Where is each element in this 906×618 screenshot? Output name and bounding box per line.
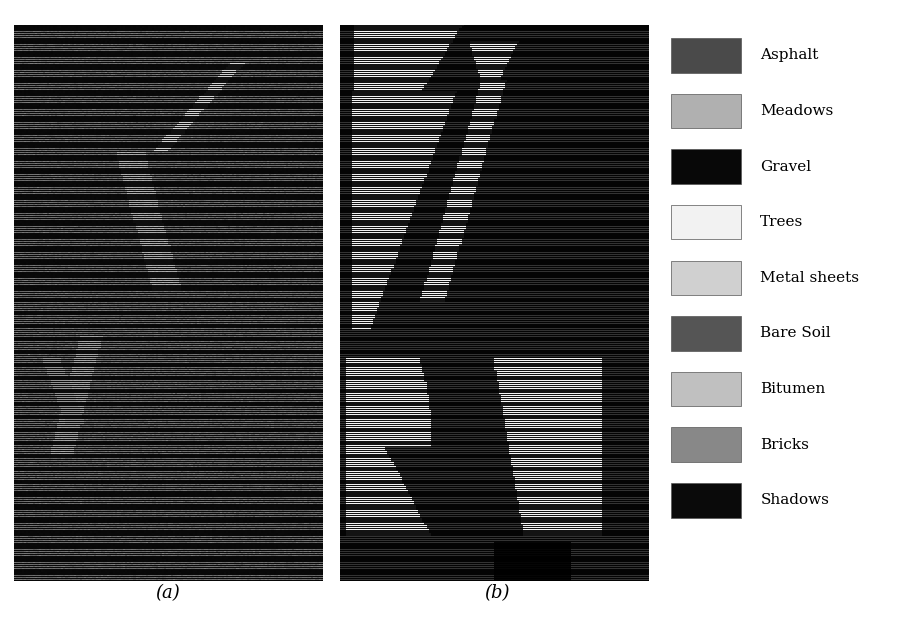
Text: Shadows: Shadows xyxy=(760,493,829,507)
Text: Bitumen: Bitumen xyxy=(760,382,825,396)
Text: Gravel: Gravel xyxy=(760,159,812,174)
Bar xyxy=(670,261,741,295)
Text: (a): (a) xyxy=(155,585,180,603)
Text: Meadows: Meadows xyxy=(760,104,834,118)
Text: (b): (b) xyxy=(484,585,509,603)
Bar xyxy=(670,150,741,184)
Bar xyxy=(670,372,741,406)
Text: Trees: Trees xyxy=(760,215,804,229)
Text: Bare Soil: Bare Soil xyxy=(760,326,831,341)
Text: Metal sheets: Metal sheets xyxy=(760,271,859,285)
Bar xyxy=(670,38,741,72)
Bar xyxy=(670,205,741,239)
Text: Bricks: Bricks xyxy=(760,438,809,452)
Bar xyxy=(670,94,741,128)
Bar xyxy=(670,428,741,462)
Bar xyxy=(670,483,741,517)
Bar xyxy=(670,316,741,350)
Text: Asphalt: Asphalt xyxy=(760,48,819,62)
